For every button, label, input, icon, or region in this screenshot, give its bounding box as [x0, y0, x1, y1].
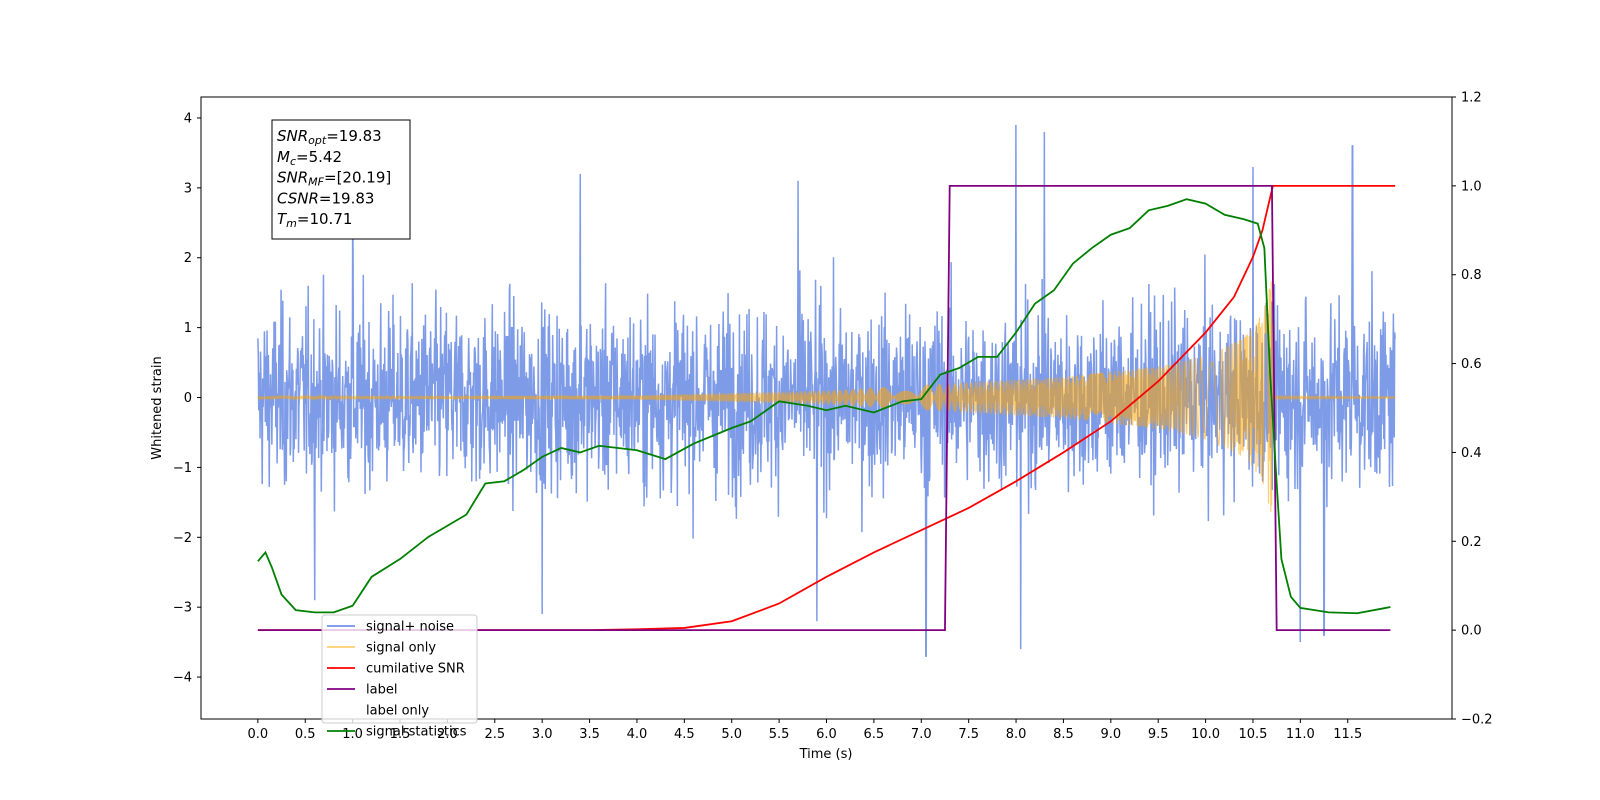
x-tick-label: 5.0	[721, 727, 742, 742]
y-left-tick-label: −4	[173, 671, 192, 686]
annotation-box	[271, 119, 411, 240]
series-signal-statistics	[257, 198, 1391, 615]
annotation-line: Tm=10.71	[277, 210, 352, 230]
x-tick-label: 4.5	[674, 727, 695, 742]
plot-area	[257, 124, 1396, 657]
x-tick-label: 5.5	[769, 727, 790, 742]
x-tick-label: 11.5	[1333, 727, 1362, 742]
x-tick-label: 9.0	[1100, 727, 1121, 742]
x-tick-label: 10.5	[1239, 727, 1268, 742]
y-left-tick-label: 0	[184, 391, 192, 406]
x-tick-label: 7.0	[911, 727, 932, 742]
x-tick-label: 7.5	[958, 727, 979, 742]
x-tick-label: 2.5	[484, 727, 505, 742]
x-tick-label: 3.5	[579, 727, 600, 742]
x-tick-label: 10.0	[1191, 727, 1220, 742]
y-left-tick-label: 1	[184, 321, 192, 336]
annotation-line: SNRMF=[20.19]	[277, 169, 391, 189]
x-tick-label: 6.0	[816, 727, 837, 742]
legend-label: signal only	[366, 641, 436, 656]
x-tick-label: 6.5	[864, 727, 885, 742]
y-right-tick-label: 0.4	[1461, 446, 1482, 461]
y-left-tick-label: −2	[173, 531, 192, 546]
metrics-annotation: SNRopt=19.83Mc=5.42SNRMF=[20.19]CSNR=19.…	[271, 119, 411, 240]
annotation-line: CSNR=19.83	[277, 189, 374, 207]
x-tick-label: 8.0	[1006, 727, 1027, 742]
y-left-tick-label: 4	[184, 111, 192, 126]
x-tick-label: 0.5	[295, 727, 316, 742]
y-left-tick-label: −1	[173, 461, 192, 476]
x-tick-label: 4.0	[627, 727, 648, 742]
legend: signal+ noise signal only cumilative SNR la…	[321, 614, 478, 740]
series-cumulative-snr	[257, 184, 1396, 632]
x-axis-title: Time (s)	[799, 747, 853, 762]
y-right-tick-label: 0.8	[1461, 268, 1482, 283]
y-right-tick-label: 1.0	[1461, 179, 1482, 194]
axes: 0.0 0.5 1.0 1.5 2.0 2.5 3.0 3.5 4.0 4.5 5.0 5.5 6.0 6…	[173, 91, 1493, 743]
x-tick-label: 1.0	[342, 727, 363, 742]
y-right-tick-label: 0.6	[1461, 357, 1482, 372]
y-right-tick-label: 1.2	[1461, 91, 1482, 106]
x-tick-label: 8.5	[1053, 727, 1074, 742]
series-signal-noise	[257, 124, 1396, 657]
x-tick-label: 11.0	[1286, 727, 1315, 742]
series-label	[257, 184, 1391, 632]
legend-box	[321, 614, 478, 724]
legend-label: signal statistics	[366, 725, 467, 740]
annotation-line: SNRopt=19.83	[277, 127, 382, 147]
legend-label: cumilative SNR	[366, 662, 465, 677]
y-left-tick-label: 3	[184, 181, 192, 196]
y-right-tick-label: 0.0	[1461, 624, 1482, 639]
annotation-line: Mc=5.42	[277, 148, 342, 168]
x-tick-label: 0.0	[248, 727, 269, 742]
legend-label: label only	[366, 704, 429, 719]
y-left-tick-label: −3	[173, 601, 192, 616]
legend-label: label	[366, 683, 397, 698]
x-tick-label: 2.0	[437, 727, 458, 742]
x-tick-label: 1.5	[390, 727, 411, 742]
series-signal-only	[257, 281, 1396, 513]
x-tick-label: 9.5	[1148, 727, 1169, 742]
y-right-tick-label: −0.2	[1461, 713, 1493, 728]
y-right-tick-label: 0.2	[1461, 535, 1482, 550]
legend-label: signal+ noise	[366, 620, 454, 635]
y-axis-title: Whitened strain	[150, 356, 165, 459]
y-left-tick-label: 2	[184, 251, 192, 266]
x-tick-label: 3.0	[532, 727, 553, 742]
